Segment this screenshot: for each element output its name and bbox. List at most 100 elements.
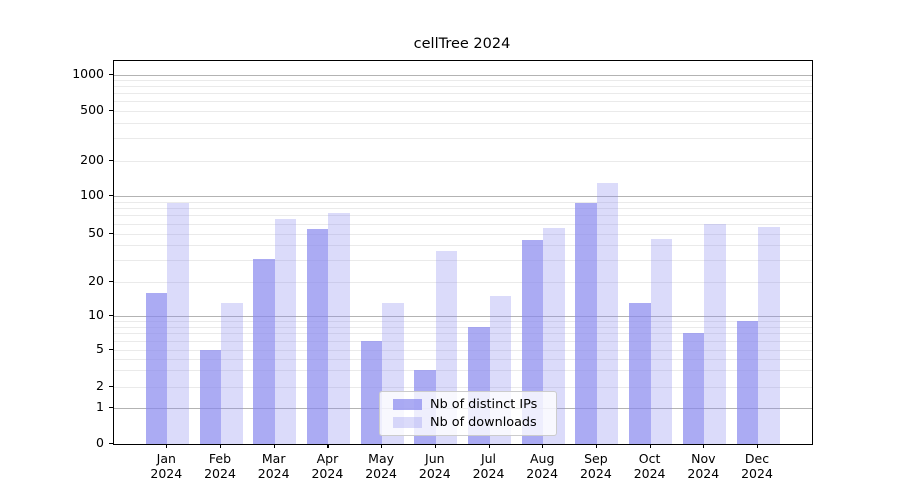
bar-distinct-ips-nov <box>682 333 705 444</box>
minor-gridline <box>114 215 812 217</box>
x-tick-mark <box>381 444 383 448</box>
minor-gridline <box>114 320 812 322</box>
chart-title: cellTree 2024 <box>413 36 511 52</box>
legend-entry-downloads: Nb of downloads <box>380 414 556 430</box>
x-tick-label: Sep 2024 <box>579 451 612 481</box>
y-tick-label: 1000 <box>72 65 104 81</box>
x-tick-mark <box>703 444 705 448</box>
bar-distinct-ips-may <box>360 340 383 444</box>
legend: Nb of distinct IPs Nb of downloads <box>379 391 557 436</box>
y-tick-mark <box>109 73 113 75</box>
bar-downloads-sep <box>596 182 619 444</box>
y-tick-label: 100 <box>80 187 104 202</box>
y-tick-mark <box>109 109 113 111</box>
bar-downloads-jan <box>167 202 189 444</box>
minor-gridline <box>114 86 812 88</box>
x-tick-label: Feb 2024 <box>204 451 236 481</box>
minor-gridline <box>114 201 812 203</box>
x-tick-mark <box>488 444 490 448</box>
y-tick-mark <box>109 232 113 234</box>
minor-gridline <box>114 281 812 283</box>
minor-gridline <box>114 110 812 112</box>
minor-gridline <box>114 260 812 262</box>
bar-distinct-ips-sep <box>575 202 597 444</box>
y-tick-label: 20 <box>88 272 104 288</box>
plot-area: Nb of distinct IPs Nb of downloads <box>113 60 813 445</box>
bar-distinct-ips-feb <box>199 349 221 444</box>
y-tick-label: 0 <box>96 435 104 450</box>
legend-swatch-downloads <box>393 417 422 428</box>
minor-gridline <box>114 333 812 335</box>
bar-distinct-ips-oct <box>629 302 651 444</box>
x-tick-label: Jul 2024 <box>472 451 505 481</box>
y-tick-label: 1 <box>96 398 104 414</box>
bar-downloads-oct <box>650 239 673 444</box>
x-tick-mark <box>757 444 759 448</box>
minor-gridline <box>114 160 812 162</box>
bar-downloads-mar <box>274 219 297 444</box>
minor-gridline <box>114 370 812 372</box>
x-tick-label: Mar 2024 <box>257 451 290 481</box>
x-tick-mark <box>327 444 329 448</box>
major-gridline <box>114 315 812 317</box>
y-tick-label: 50 <box>88 224 104 240</box>
y-tick-label: 200 <box>80 151 104 167</box>
x-tick-mark <box>542 444 544 448</box>
minor-gridline <box>114 101 812 102</box>
x-tick-label: Oct 2024 <box>633 451 666 481</box>
x-tick-mark <box>273 444 275 448</box>
bar-distinct-ips-jan <box>145 292 168 444</box>
minor-gridline <box>114 340 812 342</box>
x-tick-label: Jan 2024 <box>150 451 183 481</box>
minor-gridline <box>114 122 812 124</box>
major-gridline <box>114 74 812 76</box>
x-tick-label: Aug 2024 <box>526 451 559 481</box>
bar-downloads-aug <box>543 228 565 444</box>
minor-gridline <box>114 80 812 81</box>
bar-downloads-nov <box>704 223 726 444</box>
y-tick-mark <box>109 348 113 350</box>
x-tick-mark <box>166 444 168 448</box>
x-tick-label: Apr 2024 <box>311 451 344 481</box>
x-tick-label: Dec 2024 <box>741 451 773 481</box>
y-tick-mark <box>109 406 113 408</box>
x-tick-label: May 2024 <box>365 451 397 481</box>
minor-gridline <box>114 326 812 328</box>
y-tick-label: 2 <box>96 377 104 393</box>
y-tick-mark <box>109 385 113 387</box>
x-tick-mark <box>595 444 598 448</box>
legend-entry-distinct-ips: Nb of distinct IPs <box>380 396 556 412</box>
minor-gridline <box>114 386 812 388</box>
y-tick-mark <box>109 314 113 316</box>
minor-gridline <box>114 233 812 235</box>
y-tick-mark <box>109 443 113 445</box>
bar-distinct-ips-apr <box>306 229 329 444</box>
bar-distinct-ips-dec <box>736 320 758 444</box>
y-tick-mark <box>109 195 113 197</box>
y-tick-label: 10 <box>88 306 104 322</box>
minor-gridline <box>114 138 812 140</box>
legend-swatch-distinct-ips <box>393 399 422 410</box>
x-tick-label: Jun 2024 <box>418 451 451 481</box>
minor-gridline <box>114 245 812 247</box>
bar-distinct-ips-mar <box>253 258 275 444</box>
y-tick-mark <box>109 159 113 161</box>
x-tick-label: Nov 2024 <box>687 451 720 481</box>
major-gridline <box>114 196 812 197</box>
minor-gridline <box>114 223 812 225</box>
legend-label-downloads: Nb of downloads <box>430 414 537 430</box>
minor-gridline <box>114 358 812 360</box>
minor-gridline <box>114 208 812 210</box>
y-tick-label: 5 <box>96 340 104 356</box>
legend-label-distinct-ips: Nb of distinct IPs <box>430 396 538 412</box>
bar-downloads-apr <box>328 213 350 444</box>
minor-gridline <box>114 93 812 94</box>
bar-downloads-dec <box>758 227 780 444</box>
minor-gridline <box>114 349 812 351</box>
y-tick-mark <box>109 280 113 282</box>
y-tick-label: 500 <box>80 101 104 117</box>
x-tick-mark <box>649 444 651 448</box>
x-tick-mark <box>434 444 436 448</box>
bar-downloads-feb <box>221 302 243 444</box>
